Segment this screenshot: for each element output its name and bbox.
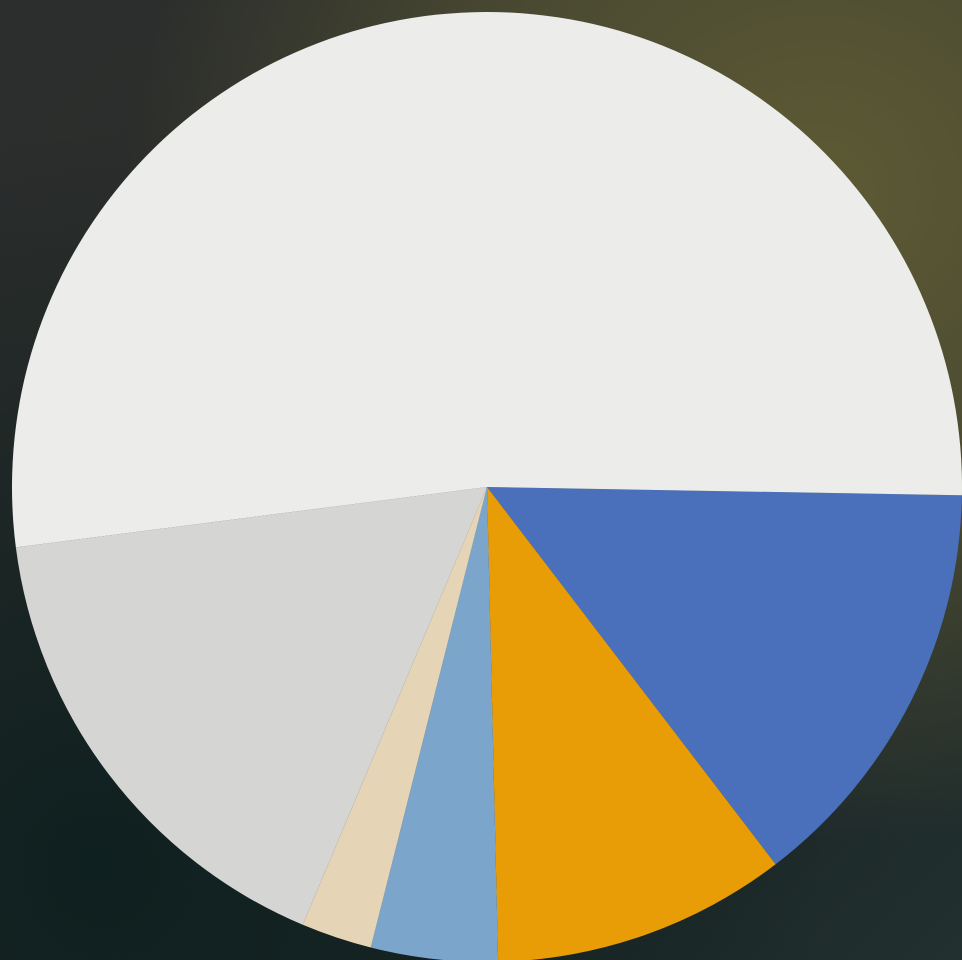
pie-slice [12,12,962,547]
page: (() => { const data = JSON.parse(documen… [0,0,962,960]
chart [0,0,962,960]
